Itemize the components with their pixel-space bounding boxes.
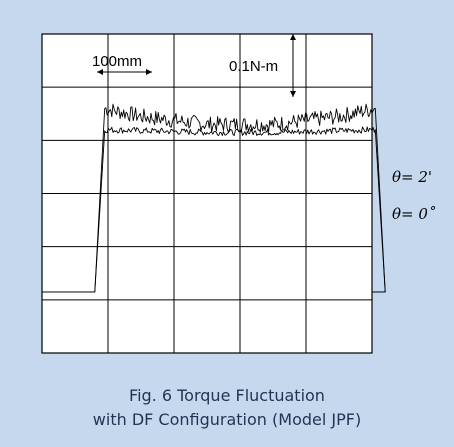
y-scale-marker: 0.1N-m: [229, 34, 296, 97]
traces: [42, 103, 386, 293]
torque-fluctuation-chart: 100mm 0.1N-m θ= 2' θ= 0˚: [41, 33, 436, 354]
plot-border: [41, 33, 373, 354]
trace-theta-0: [42, 126, 386, 293]
y-scale-label: 0.1N-m: [229, 58, 278, 75]
legend-theta-0: θ= 0˚: [392, 205, 436, 223]
x-scale-label: 100mm: [92, 53, 142, 70]
figure-caption: Fig. 6 Torque Fluctuation with DF Config…: [0, 384, 454, 432]
x-scale-marker: 100mm: [92, 53, 152, 75]
caption-line-1: Fig. 6 Torque Fluctuation: [129, 386, 325, 405]
caption-line-2: with DF Configuration (Model JPF): [92, 410, 362, 429]
legend-theta-2: θ= 2': [392, 168, 432, 186]
